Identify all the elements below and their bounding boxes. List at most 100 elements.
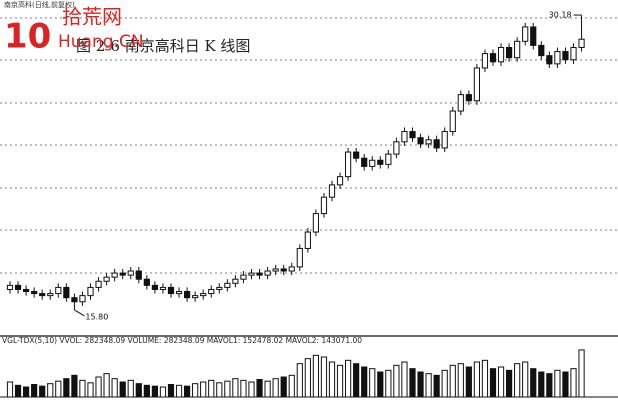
volume-bar: [328, 361, 336, 398]
volume-bar: [79, 379, 86, 398]
candle-body: [473, 67, 480, 102]
volume-bar: [216, 382, 223, 398]
candle-body: [200, 293, 207, 297]
candle-body: [167, 286, 175, 295]
volume-bar: [232, 378, 239, 398]
volume-bar: [361, 366, 368, 398]
volume-bar: [184, 385, 191, 398]
candle-body: [95, 280, 102, 288]
volume-bar: [288, 374, 295, 398]
volume-bar: [14, 384, 22, 398]
candle-body: [417, 137, 424, 145]
candle-body: [184, 291, 191, 299]
volume-bar: [111, 378, 118, 398]
candle-body: [224, 282, 231, 288]
candle-body: [481, 53, 489, 69]
volume-bar: [425, 373, 432, 398]
candle-body: [23, 288, 30, 293]
volume-bar: [369, 368, 376, 398]
volume-bar: [192, 383, 199, 398]
volume-bar: [47, 383, 54, 398]
watermark-logo: 10: [4, 17, 51, 57]
volume-bar: [506, 369, 513, 398]
candle-body: [345, 151, 352, 178]
low-label: 15.80: [85, 312, 108, 321]
candle-body: [119, 272, 126, 276]
volume-bar: [441, 369, 448, 398]
volume-bar: [167, 384, 175, 398]
candle-body: [256, 272, 263, 276]
grid: [0, 17, 618, 274]
candle-body: [208, 288, 215, 295]
candle-body: [361, 157, 368, 167]
volume-bar: [449, 364, 456, 398]
candle-body: [296, 247, 303, 268]
candle-body: [39, 293, 46, 297]
candle-body: [264, 270, 271, 276]
volume-bar: [256, 379, 263, 398]
candle-body: [63, 286, 70, 299]
volume-bar: [417, 371, 424, 398]
volume-bar: [208, 379, 215, 398]
candle-body: [425, 139, 432, 145]
volume-bar: [280, 376, 287, 398]
watermark-name: 拾荒网: [62, 5, 122, 29]
candle-body: [409, 131, 416, 139]
volume-bar: [31, 384, 38, 398]
candle-body: [506, 46, 513, 59]
volume-bar: [385, 369, 392, 398]
volume-bar: [457, 363, 464, 398]
candle-body: [385, 153, 392, 165]
candle-body: [55, 286, 62, 295]
candle-body: [538, 44, 545, 57]
volume-title: VGL-TDX(5,10) VVOL: 282348.09 VOLUME: 28…: [2, 336, 362, 345]
candle-body: [530, 26, 537, 46]
candle-body: [103, 276, 110, 282]
candle-body: [393, 141, 400, 155]
candle-body: [489, 53, 497, 63]
candle-body: [304, 231, 311, 249]
candle-body: [248, 272, 255, 276]
candle-body: [433, 139, 440, 149]
volume-bar: [272, 378, 279, 398]
volume-bar: [433, 374, 440, 398]
candle-body: [272, 268, 279, 272]
volume-bar: [578, 349, 585, 398]
candle-body: [135, 270, 142, 280]
volume-bar: [554, 369, 561, 398]
volume-bar: [336, 364, 344, 398]
candle-body: [457, 94, 464, 112]
volume-bar: [393, 364, 400, 398]
candle-body: [320, 196, 328, 215]
volume-bar: [465, 366, 472, 398]
volume-bar: [489, 368, 497, 398]
candle-body: [232, 278, 239, 284]
candle-body: [353, 151, 360, 159]
volume-bar: [95, 376, 102, 398]
candle-body: [31, 291, 38, 295]
volume-bar: [530, 368, 537, 398]
candle-body: [562, 51, 569, 61]
watermark-site: Huang.CN: [58, 32, 144, 52]
volume-bar: [345, 359, 352, 398]
volume-bar: [522, 361, 529, 398]
volume-bar: [296, 363, 303, 398]
volume-bar: [304, 358, 311, 398]
volume-bar: [497, 366, 505, 398]
candle-body: [175, 291, 183, 295]
candle-body: [441, 131, 448, 149]
candle-body: [151, 284, 159, 290]
candle-body: [111, 272, 118, 278]
volume-bar: [6, 381, 14, 398]
candle-body: [336, 176, 344, 186]
volume-bar: [514, 363, 521, 398]
volume-bar: [224, 380, 231, 398]
candle-body: [570, 46, 577, 61]
volume-bar: [570, 368, 577, 398]
candle-body: [514, 40, 521, 59]
candle-body: [578, 38, 585, 48]
candle-body: [288, 266, 295, 272]
volume-bar: [200, 381, 207, 398]
volume-bar: [481, 359, 489, 398]
volume-bar: [401, 361, 408, 398]
